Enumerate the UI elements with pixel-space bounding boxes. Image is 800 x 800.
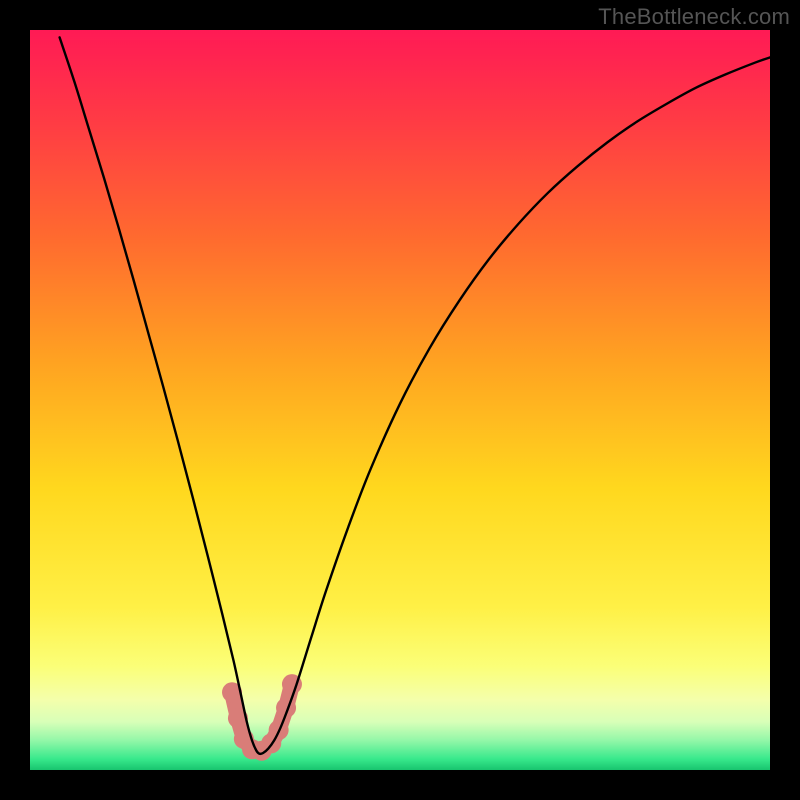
figure-container: TheBottleneck.com — [0, 0, 800, 800]
plot-svg — [0, 0, 800, 800]
gradient-background — [30, 30, 770, 770]
watermark-text: TheBottleneck.com — [598, 4, 790, 30]
